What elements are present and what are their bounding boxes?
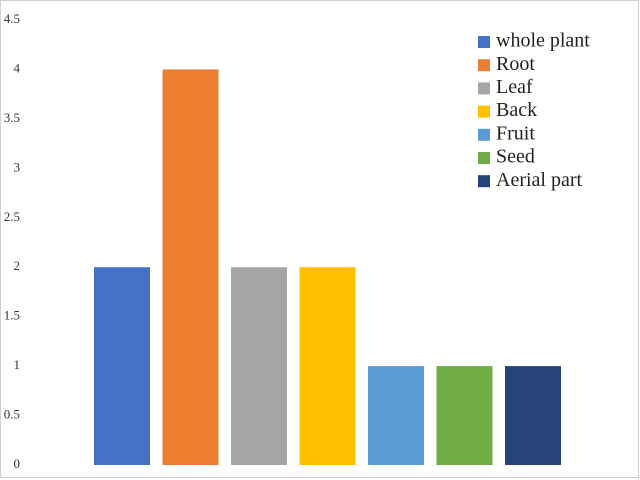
legend-label: Seed	[496, 146, 535, 168]
bar	[94, 267, 150, 465]
legend-label: Aerial part	[496, 169, 583, 191]
legend-swatch	[478, 175, 490, 188]
bar	[436, 366, 493, 465]
legend-label: Fruit	[496, 122, 535, 144]
legend-swatch	[478, 128, 490, 141]
bar	[299, 267, 356, 465]
legend-label: Root	[496, 53, 535, 75]
y-tick-label: 0.5	[4, 407, 20, 422]
y-tick-label: 0	[14, 456, 21, 471]
y-tick-label: 2	[14, 258, 21, 273]
y-tick-label: 4	[14, 60, 21, 75]
bar	[505, 366, 561, 465]
legend-swatch	[478, 36, 490, 48]
y-tick-label: 1.5	[4, 308, 20, 323]
legend-swatch	[478, 82, 490, 95]
legend-label: Leaf	[496, 76, 533, 98]
bar	[162, 69, 219, 465]
y-tick-label: 1	[14, 357, 21, 372]
legend-swatch	[478, 105, 490, 118]
y-tick-label: 2.5	[4, 209, 20, 224]
bar	[231, 267, 287, 465]
bar	[368, 366, 424, 465]
y-tick-label: 3	[14, 159, 21, 174]
legend-label: whole plant	[496, 30, 590, 52]
y-tick-label: 3.5	[4, 110, 20, 125]
y-tick-label: 4.5	[4, 11, 20, 26]
legend-swatch	[478, 152, 490, 164]
legend-label: Back	[496, 99, 537, 121]
legend-swatch	[478, 59, 490, 72]
